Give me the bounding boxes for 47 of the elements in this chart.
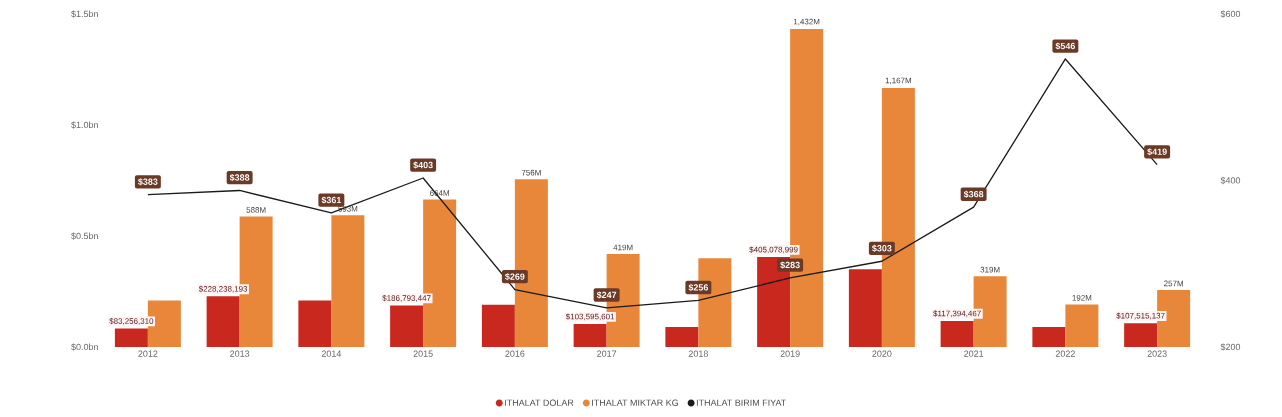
bar (331, 215, 365, 347)
data-label: $546 (1055, 42, 1076, 50)
bar (298, 300, 332, 347)
x-tick-label: 2014 (321, 350, 342, 357)
bar (848, 269, 882, 347)
data-label: $269 (505, 273, 525, 281)
x-tick-label: 2012 (138, 350, 158, 357)
data-label: $283 (780, 261, 800, 269)
bar (573, 324, 607, 347)
x-tick-label: 2016 (505, 350, 525, 357)
x-tick-label: 2023 (1147, 350, 1167, 357)
data-label: $368 (963, 190, 984, 198)
data-label: $247 (596, 291, 617, 299)
y-tick-label: $1.0bn (71, 121, 98, 129)
data-label: $303 (872, 244, 892, 253)
bar (1124, 323, 1158, 347)
x-tick-label: 2022 (1055, 350, 1075, 357)
data-label: $361 (321, 196, 342, 204)
y2-tick-label: $200 (1220, 343, 1241, 351)
data-label: $403 (413, 161, 433, 169)
x-tick-label: 2018 (688, 350, 708, 357)
x-tick-label: 2017 (597, 350, 617, 357)
data-label: $256 (688, 283, 709, 292)
x-tick-label: 2019 (780, 350, 800, 357)
y-tick-label: $1.5bn (71, 10, 98, 18)
bar (206, 296, 240, 347)
bar (114, 328, 148, 347)
data-label: $383 (138, 178, 158, 186)
x-tick-label: 2020 (872, 350, 892, 357)
bar (390, 305, 424, 347)
bar (1032, 327, 1066, 347)
y2-tick-label: $400 (1220, 176, 1241, 185)
bar (1065, 304, 1099, 347)
y-tick-label: $0.5bn (71, 232, 98, 240)
x-tick-label: 2015 (413, 350, 433, 357)
data-label: $388 (229, 173, 250, 182)
bar (481, 304, 515, 347)
x-tick-label: 2021 (964, 350, 984, 357)
data-label: $419 (1147, 148, 1167, 156)
legend-label: ITHALAT BIRIM FIYAT (696, 399, 787, 406)
y2-tick-label: $600 (1220, 10, 1241, 18)
bar (940, 320, 974, 347)
bar (665, 327, 699, 347)
y-tick-label: $0.0bn (71, 343, 98, 351)
legend-label: ITHALAT MIKTAR KG (592, 399, 678, 406)
x-tick-label: 2013 (230, 350, 250, 357)
legend-label: ITHALAT DOLAR (505, 399, 574, 406)
